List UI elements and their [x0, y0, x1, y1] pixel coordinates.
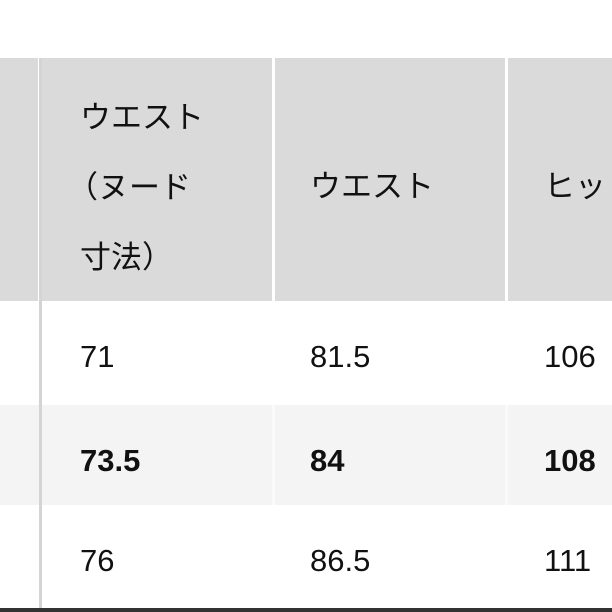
table-bottom-border [0, 608, 612, 612]
header-line: ウエスト [80, 100, 204, 136]
header-cell-hip: ヒッ [508, 58, 612, 301]
table-cell: 73.5 [80, 443, 141, 478]
table-cell: 108 [544, 443, 596, 478]
header-line: 寸法） [80, 240, 173, 276]
header-cell-size [0, 58, 38, 301]
column-divider [39, 58, 42, 612]
header-line: ヒッ [544, 169, 606, 205]
table-cell: 106 [544, 339, 596, 374]
table-cell: 86.5 [310, 543, 371, 578]
header-cell-waist: ウエスト [275, 58, 505, 301]
table-row: 71 81.5 106 [0, 301, 612, 405]
table-cell: 71 [80, 339, 115, 374]
header-cell-nude-waist: ウエスト （ヌード 寸法） [42, 58, 272, 301]
table-row-highlighted: 73.5 84 108 [0, 405, 612, 505]
table-cell: 111 [544, 543, 592, 578]
header-line: （ヌード [67, 170, 191, 206]
table-cell: 84 [310, 443, 345, 478]
table-cell: 76 [80, 543, 115, 578]
table-cell: 81.5 [310, 339, 371, 374]
header-line: ウエスト [310, 169, 434, 205]
table-row: 76 86.5 111 [0, 505, 612, 608]
